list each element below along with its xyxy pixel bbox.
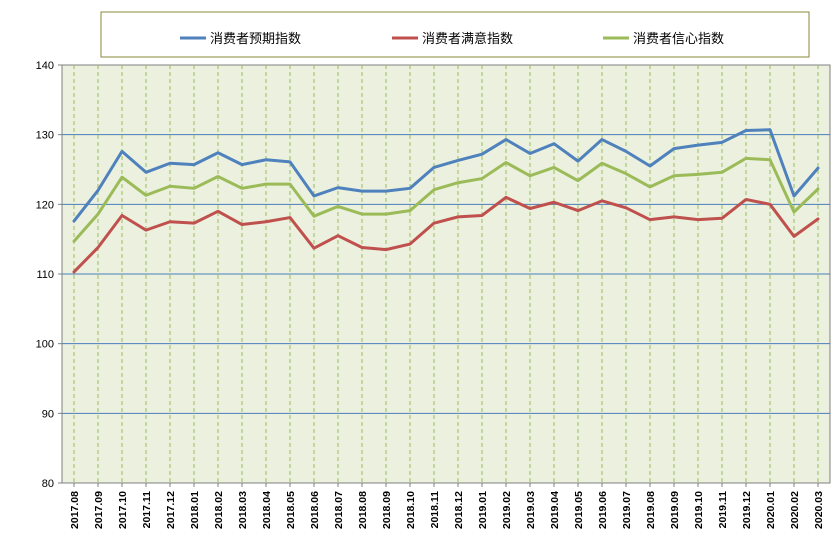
series-layer <box>72 128 820 274</box>
y-tick-label: 90 <box>42 408 54 420</box>
series-line-3 <box>72 156 820 243</box>
series-line-2 <box>72 195 820 274</box>
x-tick-label: 2018.02 <box>213 491 225 529</box>
legend-box <box>100 11 810 58</box>
x-tick-label: 2018.06 <box>309 491 321 529</box>
legend-label: 消费者信心指数 <box>633 32 724 47</box>
x-tick-label: 2018.11 <box>429 491 441 529</box>
x-tick-label: 2018.05 <box>285 491 297 529</box>
y-tick-label: 120 <box>36 199 54 211</box>
x-tick-label: 2018.04 <box>261 491 273 529</box>
x-tick-label: 2019.01 <box>477 491 489 529</box>
x-tick-label: 2019.04 <box>549 491 561 529</box>
y-tick-label: 100 <box>36 339 54 351</box>
x-tick-label: 2018.07 <box>333 491 345 529</box>
x-tick-label: 2018.10 <box>405 491 417 529</box>
series-line-1 <box>72 128 820 223</box>
legend-label: 消费者满意指数 <box>422 31 513 47</box>
x-tick-label: 2018.01 <box>189 491 201 529</box>
x-tick-label: 2019.09 <box>669 491 681 529</box>
legend: 消费者预期指数 消费者满意指数 消费者信心指数 <box>100 11 810 58</box>
x-tick-label: 2018.03 <box>237 491 249 529</box>
x-tick-label: 2017.10 <box>117 491 129 529</box>
legend-label: 消费者预期指数 <box>210 32 301 47</box>
x-tick-label: 2017.11 <box>141 491 153 529</box>
y-tick-label: 140 <box>36 60 54 72</box>
x-tick-label: 2019.12 <box>741 491 753 529</box>
x-tick-label: 2017.12 <box>165 491 177 529</box>
x-tick-label: 2019.02 <box>501 491 513 529</box>
x-tick-label: 2020.03 <box>813 491 825 529</box>
x-tick-label: 2018.12 <box>453 491 465 529</box>
y-tick-label: 80 <box>42 478 54 490</box>
y-tick-label: 110 <box>36 269 54 281</box>
x-axis: 2017.08 2017.09 2017.10 2017.11 2017.12 2018.… <box>69 483 825 529</box>
x-tick-label: 2019.10 <box>693 491 705 529</box>
x-tick-label: 2020.01 <box>765 491 777 529</box>
x-tick-label: 2019.03 <box>525 491 537 529</box>
x-tick-label: 2019.11 <box>717 491 729 529</box>
x-tick-label: 2018.08 <box>357 491 369 529</box>
x-tick-label: 2020.02 <box>789 491 801 529</box>
x-tick-label: 2017.09 <box>93 491 105 529</box>
grid <box>62 65 830 483</box>
x-tick-label: 2019.05 <box>573 491 585 529</box>
x-tick-label: 2019.08 <box>645 491 657 529</box>
x-tick-label: 2017.08 <box>69 491 81 529</box>
x-tick-label: 2018.09 <box>381 491 393 529</box>
y-tick-label: 130 <box>36 130 54 142</box>
x-tick-label: 2019.06 <box>597 491 609 529</box>
y-axis: 80 90 100 110 120 130 140 <box>36 60 62 490</box>
x-tick-label: 2019.07 <box>621 491 633 529</box>
